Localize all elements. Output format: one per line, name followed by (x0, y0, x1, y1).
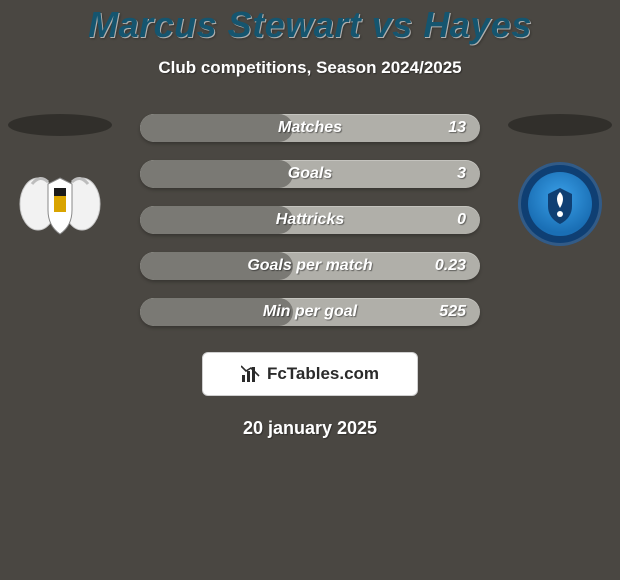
stat-row: Min per goal 525 (140, 298, 480, 326)
stat-label: Goals (288, 165, 332, 183)
stat-fill (140, 206, 293, 234)
stat-row: Goals 3 (140, 160, 480, 188)
right-team-column (500, 114, 620, 244)
brand-text: FcTables.com (267, 364, 379, 384)
stat-row: Matches 13 (140, 114, 480, 142)
stat-value: 3 (457, 165, 466, 183)
crest-left-icon (10, 164, 110, 244)
stat-row: Goals per match 0.23 (140, 252, 480, 280)
right-team-crest (510, 164, 610, 244)
footer-date: 20 january 2025 (0, 418, 620, 439)
stat-value: 525 (439, 303, 466, 321)
stat-row: Hattricks 0 (140, 206, 480, 234)
crest-right-icon (518, 162, 602, 246)
left-team-crest (10, 164, 110, 244)
bar-chart-icon (241, 365, 261, 383)
stat-value: 13 (448, 119, 466, 137)
page-title: Marcus Stewart vs Hayes (0, 0, 620, 46)
page-subtitle: Club competitions, Season 2024/2025 (0, 58, 620, 78)
stat-label: Hattricks (276, 211, 344, 229)
stat-fill (140, 160, 293, 188)
content-area: Matches 13 Goals 3 Hattricks 0 Goals per match… (0, 114, 620, 439)
comparison-card: Marcus Stewart vs Hayes Club competition… (0, 0, 620, 580)
stat-fill (140, 114, 293, 142)
brand-box[interactable]: FcTables.com (202, 352, 418, 396)
stat-label: Goals per match (247, 257, 372, 275)
right-shadow-ellipse (508, 114, 612, 136)
stat-label: Matches (278, 119, 342, 137)
left-team-column (0, 114, 120, 244)
left-shadow-ellipse (8, 114, 112, 136)
stat-value: 0.23 (435, 257, 466, 275)
stat-rows: Matches 13 Goals 3 Hattricks 0 Goals per match… (140, 114, 480, 326)
stat-value: 0 (457, 211, 466, 229)
stat-label: Min per goal (263, 303, 357, 321)
